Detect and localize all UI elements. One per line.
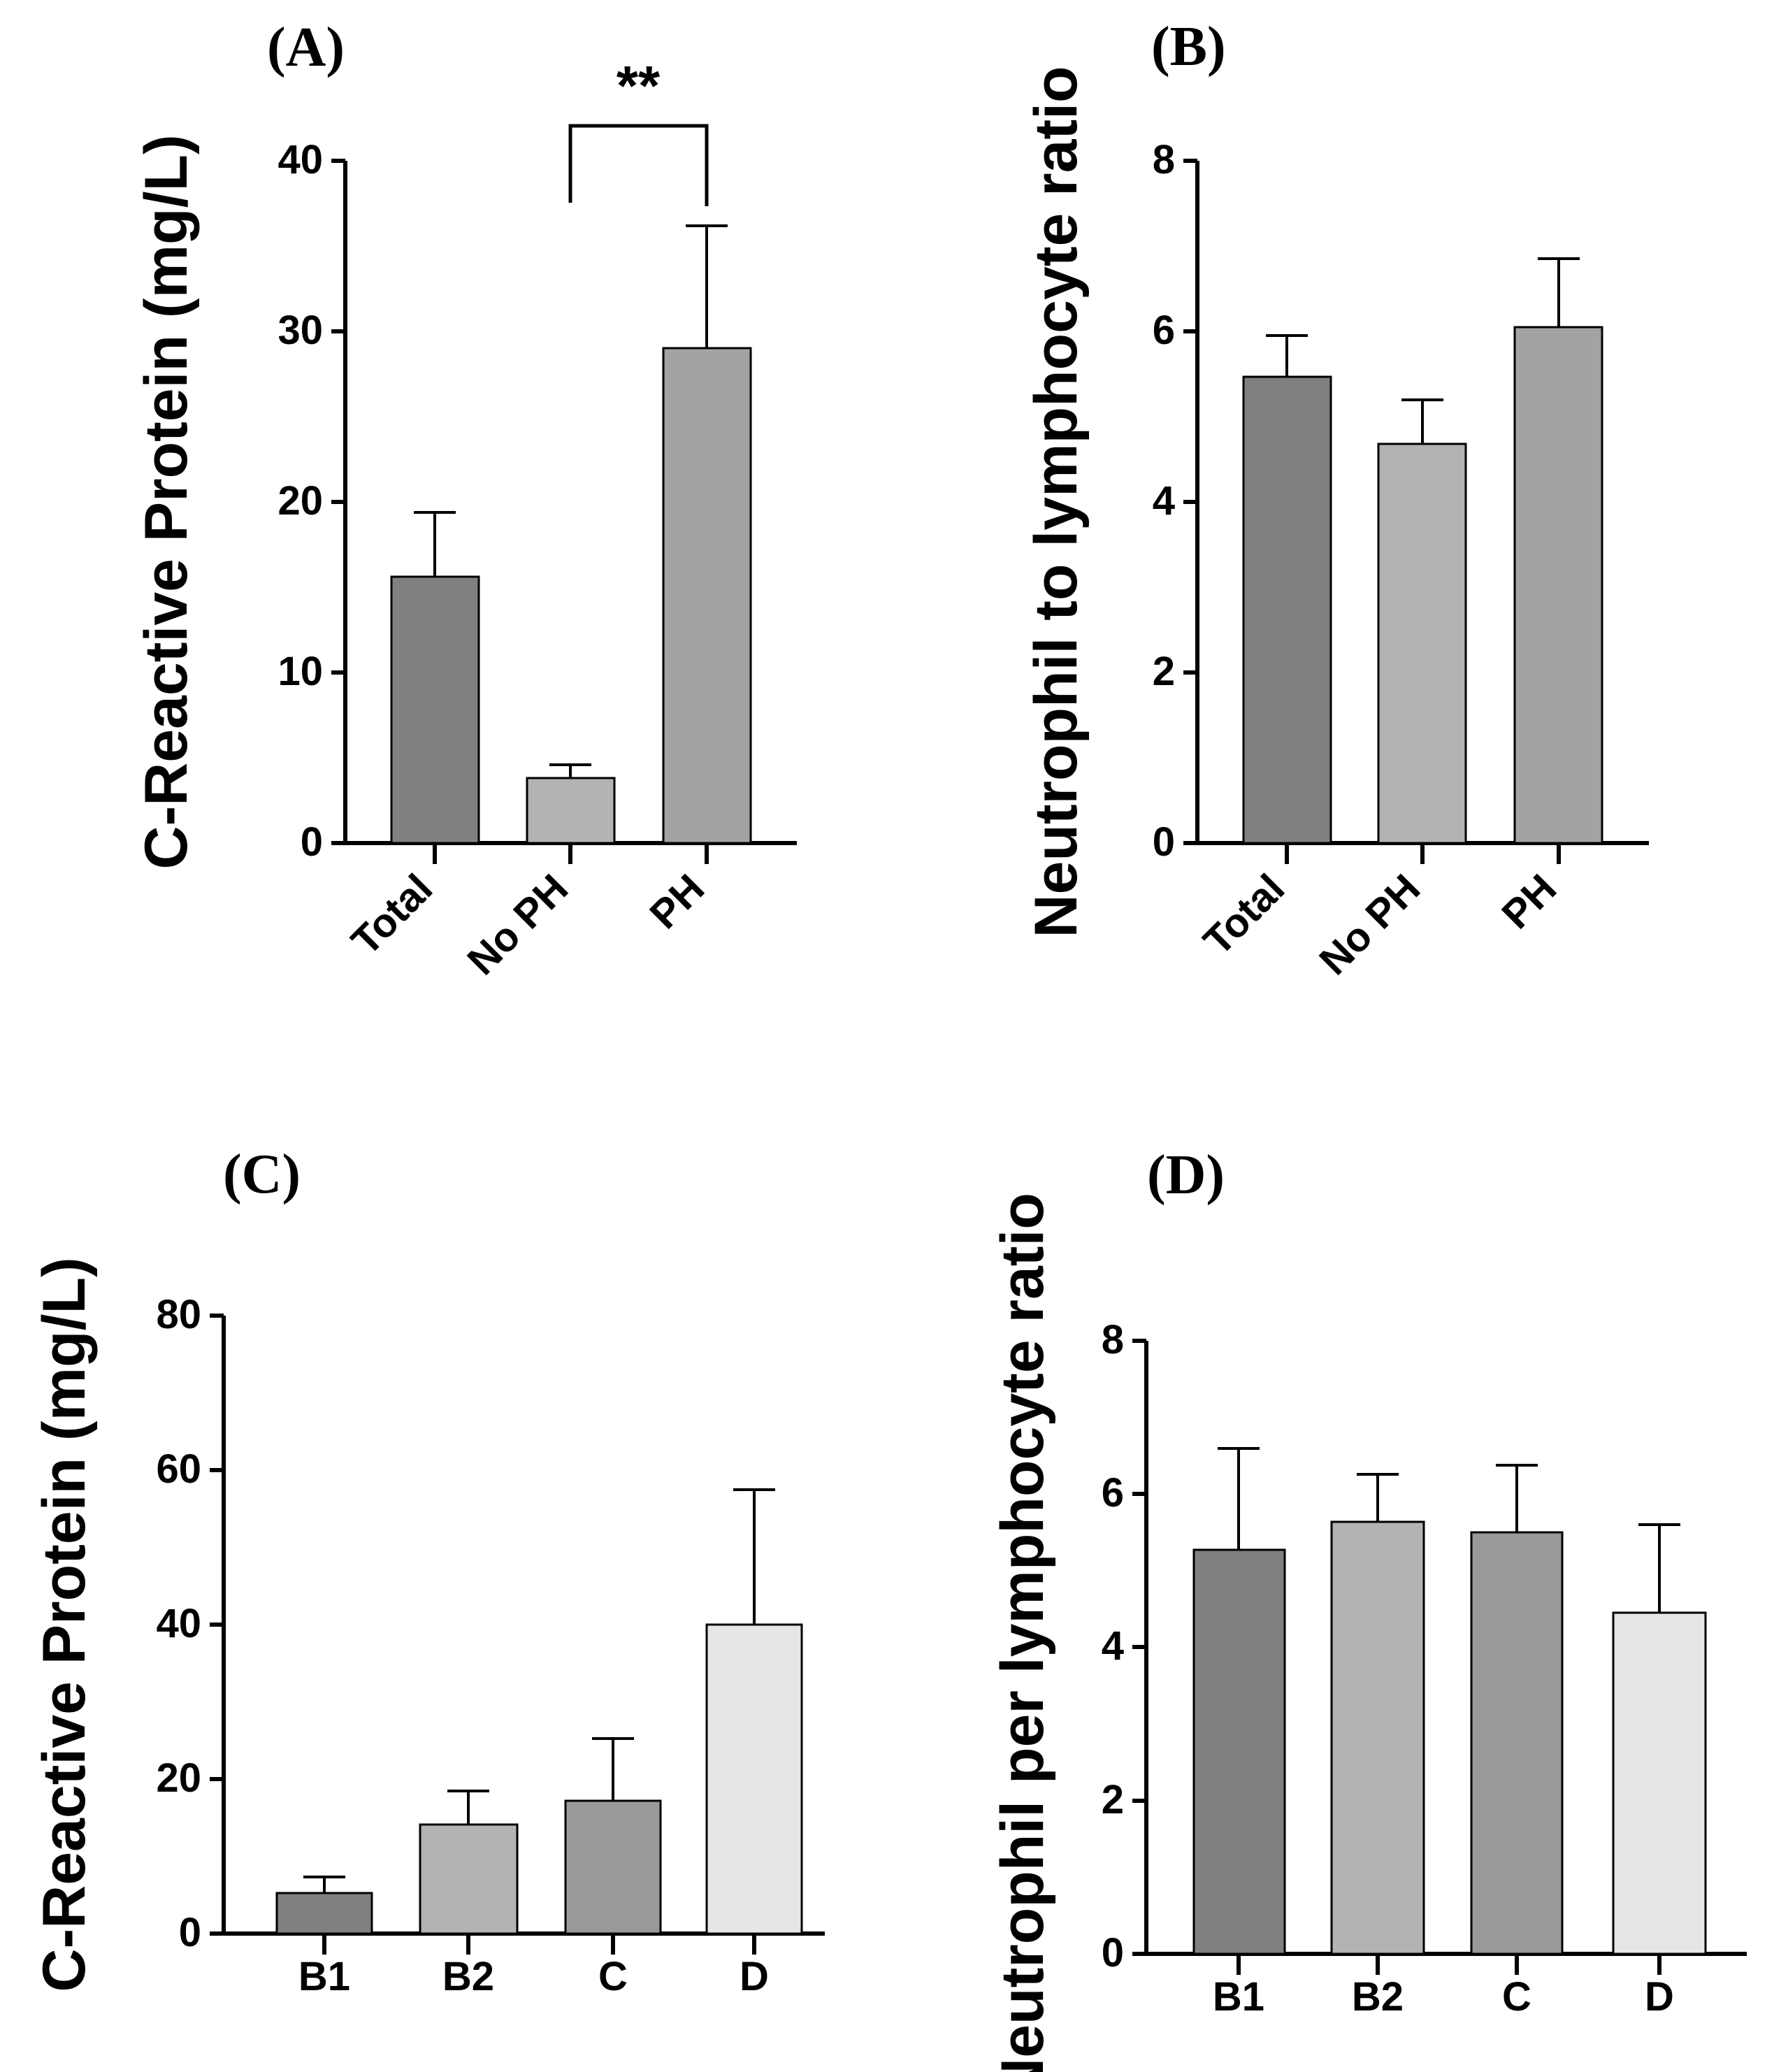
svg-text:C: C [598, 1954, 628, 1999]
svg-text:30: 30 [277, 308, 323, 353]
svg-text:Total: Total [343, 865, 441, 964]
svg-text:PH: PH [1493, 865, 1565, 937]
svg-text:80: 80 [156, 1292, 201, 1337]
svg-text:D: D [1645, 1974, 1674, 2020]
svg-text:0: 0 [1153, 819, 1175, 865]
svg-text:B1: B1 [1213, 1974, 1264, 2020]
svg-text:**: ** [617, 55, 661, 117]
svg-text:0: 0 [301, 819, 323, 865]
svg-text:8: 8 [1102, 1317, 1124, 1362]
svg-text:2: 2 [1102, 1777, 1124, 1822]
svg-text:C-Reactive Protein (mg/L): C-Reactive Protein (mg/L) [31, 1257, 98, 1992]
svg-text:20: 20 [277, 478, 323, 524]
svg-text:4: 4 [1153, 478, 1175, 524]
svg-text:D: D [740, 1954, 769, 1999]
svg-text:B2: B2 [442, 1954, 494, 1999]
svg-text:40: 40 [156, 1601, 201, 1646]
svg-text:6: 6 [1153, 308, 1175, 353]
svg-text:Neutrophil to lymphocyte ratio: Neutrophil to lymphocyte ratio [1023, 66, 1090, 937]
svg-text:(B): (B) [1151, 16, 1226, 78]
svg-text:40: 40 [277, 137, 323, 182]
svg-text:20: 20 [156, 1755, 201, 1801]
svg-text:No PH: No PH [459, 865, 577, 984]
svg-text:(A): (A) [267, 17, 345, 78]
svg-text:PH: PH [641, 865, 713, 937]
svg-text:C-Reactive Protein (mg/L): C-Reactive Protein (mg/L) [133, 134, 200, 869]
svg-text:0: 0 [179, 1910, 201, 1955]
svg-text:C: C [1502, 1974, 1531, 2020]
svg-text:4: 4 [1102, 1623, 1124, 1669]
svg-text:2: 2 [1153, 649, 1175, 694]
svg-text:B2: B2 [1352, 1974, 1404, 2020]
svg-text:B1: B1 [298, 1954, 350, 1999]
svg-text:(D): (D) [1147, 1144, 1225, 1206]
svg-text:Total: Total [1195, 865, 1293, 964]
svg-text:60: 60 [156, 1446, 201, 1492]
svg-text:No PH: No PH [1311, 865, 1429, 984]
svg-text:10: 10 [277, 649, 323, 694]
svg-text:6: 6 [1102, 1470, 1124, 1516]
svg-text:0: 0 [1102, 1930, 1124, 1976]
svg-text:8: 8 [1153, 137, 1175, 182]
svg-text:(C): (C) [223, 1144, 301, 1205]
svg-text:Neutrophil per lymphocyte rati: Neutrophil per lymphocyte ratio [989, 1193, 1056, 2072]
